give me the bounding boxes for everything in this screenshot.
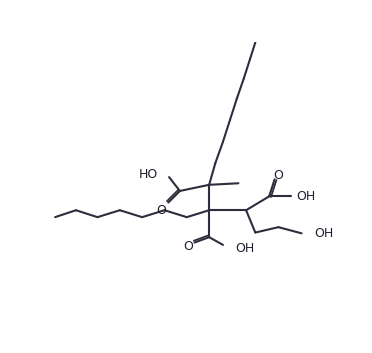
Text: O: O	[157, 204, 166, 217]
Text: OH: OH	[315, 227, 334, 240]
Text: O: O	[273, 169, 283, 182]
Text: OH: OH	[235, 242, 254, 255]
Text: OH: OH	[296, 190, 315, 203]
Text: HO: HO	[138, 168, 157, 181]
Text: O: O	[183, 240, 193, 253]
